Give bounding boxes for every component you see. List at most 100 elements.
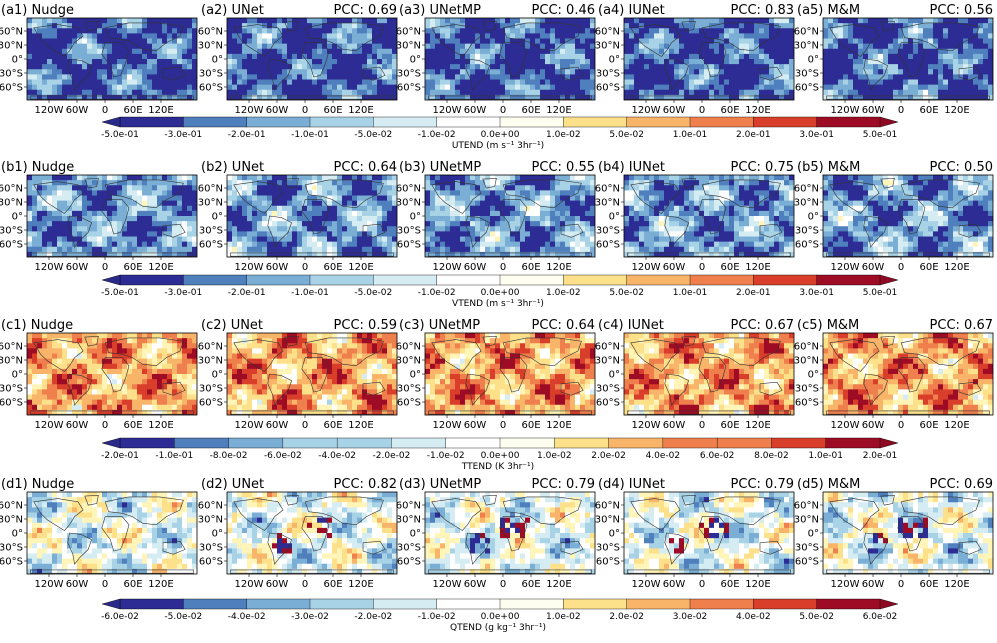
- map-cell: [878, 53, 884, 60]
- map-cell: [450, 59, 456, 65]
- map-cell: [968, 79, 974, 86]
- map-cell: [182, 38, 188, 45]
- map-cell: [182, 236, 188, 243]
- map-cell: [425, 48, 431, 55]
- map-cell: [580, 79, 586, 86]
- map-cell: [67, 180, 73, 186]
- map-cell: [172, 59, 178, 65]
- map-cell: [42, 28, 48, 34]
- map-cell: [177, 79, 183, 86]
- map-cell: [192, 59, 197, 65]
- map-cell: [565, 23, 571, 29]
- lon-tick-label: 120W: [35, 105, 64, 116]
- map-cell: [37, 241, 43, 248]
- map-cell: [590, 79, 595, 86]
- map-cell: [714, 64, 720, 70]
- map-cell: [52, 226, 58, 232]
- map-cell: [629, 79, 635, 86]
- map-cell: [102, 221, 108, 227]
- map-cell: [127, 94, 133, 100]
- map-cell: [430, 79, 436, 86]
- map-cell: [440, 59, 446, 65]
- map-cell: [147, 205, 153, 212]
- map-cell: [754, 53, 760, 60]
- colorbar-segment: [563, 116, 628, 128]
- map-cell: [192, 241, 197, 248]
- map-cell: [923, 43, 929, 50]
- map-cell: [674, 231, 680, 237]
- map-cell: [764, 84, 770, 91]
- map-cell: [520, 74, 526, 80]
- map-cell: [292, 216, 298, 222]
- map-cell: [227, 190, 233, 196]
- map-cell: [57, 210, 63, 217]
- map-cell: [157, 18, 163, 24]
- map-cell: [679, 84, 685, 91]
- map-cell: [684, 89, 690, 96]
- map-cell: [292, 43, 298, 50]
- coastline: [701, 22, 781, 52]
- map-cell: [983, 33, 989, 39]
- map-cell: [347, 185, 353, 191]
- map-cell: [903, 48, 909, 55]
- map-cell: [828, 53, 834, 60]
- map-cell: [425, 23, 431, 29]
- map-cell: [455, 59, 461, 65]
- map-cell: [172, 200, 178, 207]
- map-cell: [337, 226, 343, 232]
- map-cell: [182, 89, 188, 96]
- map-cell: [535, 69, 541, 75]
- map-cell: [684, 43, 690, 50]
- map-cell: [435, 48, 441, 55]
- map-cell: [470, 43, 476, 50]
- map-cell: [367, 18, 373, 24]
- coastline: [101, 199, 130, 235]
- map-cell: [42, 246, 48, 253]
- map-cell: [659, 59, 665, 65]
- map-cell: [545, 241, 551, 248]
- map-cell: [694, 246, 700, 253]
- map-cell: [387, 221, 393, 227]
- map-cell: [302, 231, 308, 237]
- map-cell: [669, 48, 675, 55]
- map-cell: [774, 74, 780, 80]
- map-cell: [470, 241, 476, 248]
- map-cell: [545, 89, 551, 96]
- map-cell: [684, 94, 690, 100]
- map-cell: [97, 195, 103, 202]
- map-cell: [495, 175, 501, 181]
- map-cell: [132, 221, 138, 227]
- map-cell: [237, 33, 243, 39]
- map-cell: [585, 79, 591, 86]
- map-cell: [759, 89, 765, 96]
- map-cell: [525, 226, 531, 232]
- map-cell: [92, 185, 98, 191]
- map-cell: [455, 190, 461, 196]
- map-cell: [769, 18, 775, 24]
- coastline: [162, 66, 186, 81]
- map-cell: [629, 195, 635, 202]
- map-cell: [565, 180, 571, 186]
- map-cell: [182, 64, 188, 70]
- map-cell: [292, 64, 298, 70]
- map-cell: [302, 53, 308, 60]
- map-cell: [525, 180, 531, 186]
- map-cell: [510, 74, 516, 80]
- map-cell: [372, 23, 378, 29]
- map-cell: [372, 84, 378, 91]
- map-cell: [893, 28, 899, 34]
- map-cell: [560, 216, 566, 222]
- map-cell: [525, 84, 531, 91]
- map-cell: [694, 69, 700, 75]
- map-cell: [938, 94, 944, 100]
- map-cell: [694, 79, 700, 86]
- map-cell: [828, 84, 834, 91]
- map-cell: [32, 89, 38, 96]
- map-cell: [933, 18, 939, 24]
- map-cell: [699, 175, 705, 181]
- lat-tick-label: 30°N: [396, 41, 421, 52]
- map-cell: [242, 180, 248, 186]
- map-cell: [82, 43, 88, 50]
- map-cell: [445, 64, 451, 70]
- map-cell: [367, 79, 373, 86]
